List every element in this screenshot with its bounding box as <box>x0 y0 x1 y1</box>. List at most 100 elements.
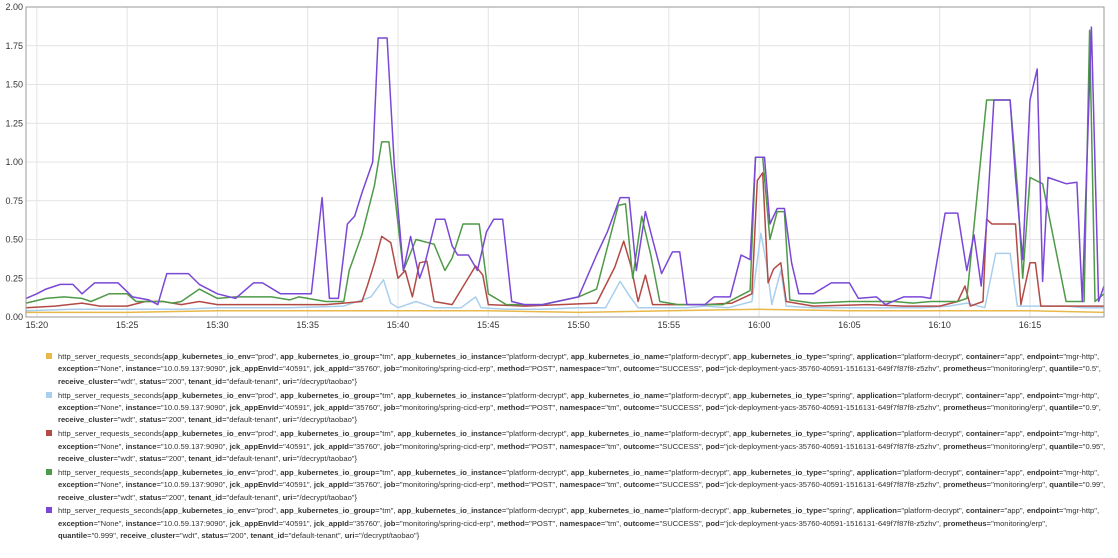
label-value: "None" <box>97 403 122 413</box>
quantile-value: "0.5" <box>1082 364 1099 374</box>
legend: http_server_requests_seconds{app_kuberne… <box>46 351 1106 544</box>
label-value: "/decrypt/taobao" <box>296 415 355 425</box>
label-value: "/decrypt/taobao" <box>296 454 355 464</box>
label-value: "prod" <box>255 506 276 516</box>
label-value: "mgr-http" <box>1063 352 1097 361</box>
label-value: "platform-decrypt" <box>901 352 962 361</box>
label-value: "platform-decrypt" <box>668 429 729 439</box>
label-value: "10.0.59.137:9090" <box>160 441 226 451</box>
label-value: "monitoring/erp" <box>991 441 1045 451</box>
y-tick-label: 1.50 <box>5 80 23 90</box>
label-value: "POST" <box>529 518 556 528</box>
label-value: "prod" <box>255 429 276 439</box>
quantile-value: "0.95" <box>1082 441 1103 451</box>
label-value: "prod" <box>255 390 276 400</box>
label-value: "tm" <box>379 506 394 516</box>
label-value: "10.0.59.137:9090" <box>160 403 226 413</box>
label-value: "40591" <box>283 403 310 413</box>
label-value: "tm" <box>379 467 394 477</box>
x-axis: 15:20 15:25 15:30 15:35 15:40 15:45 15:50 15:55… <box>26 320 1042 330</box>
label-value: "None" <box>97 518 122 528</box>
label-value: "app" <box>1004 429 1023 439</box>
x-tick-label: 15:40 <box>387 320 410 330</box>
legend-item[interactable]: http_server_requests_seconds{app_kuberne… <box>46 505 1106 542</box>
label-value: "mgr-http" <box>1063 506 1097 516</box>
legend-item[interactable]: http_server_requests_seconds{app_kuberne… <box>46 390 1106 427</box>
label-value: "/decrypt/taobao" <box>296 492 355 502</box>
label-value: "tm" <box>605 364 620 374</box>
label-value: "platform-decrypt" <box>506 506 567 516</box>
metric-name: http_server_requests_seconds <box>58 506 162 516</box>
label-value: "200" <box>166 454 185 464</box>
label-value: "40591" <box>283 441 310 451</box>
legend-item[interactable]: http_server_requests_seconds{app_kuberne… <box>46 351 1106 388</box>
label-value: "35760" <box>353 403 380 413</box>
label-value: "platform-decrypt" <box>506 352 567 361</box>
quantile-value: "0.999" <box>91 531 116 541</box>
label-value: "spring" <box>826 352 853 361</box>
label-value: "wdt" <box>117 492 135 502</box>
label-value: "10.0.59.137:9090" <box>160 518 226 528</box>
x-tick-label: 15:30 <box>206 320 229 330</box>
label-value: "monitoring/erp" <box>991 364 1045 374</box>
y-tick-label: 0.75 <box>5 196 23 206</box>
legend-item[interactable]: http_server_requests_seconds{app_kuberne… <box>46 428 1106 465</box>
label-value: "platform-decrypt" <box>506 390 567 400</box>
label-value: "platform-decrypt" <box>668 390 729 400</box>
x-tick-label: 16:10 <box>928 320 951 330</box>
label-value: "app" <box>1004 506 1023 516</box>
y-tick-label: 1.25 <box>5 118 23 128</box>
label-value: "spring" <box>826 506 853 516</box>
label-value: "prod" <box>255 467 276 477</box>
legend-swatch <box>46 507 52 514</box>
label-value: "35760" <box>353 518 380 528</box>
y-tick-label: 2.00 <box>5 2 23 12</box>
label-value: "mgr-http" <box>1063 390 1097 400</box>
label-value: "app" <box>1004 390 1023 400</box>
label-value: "monitoring/spring-cicd-erp" <box>399 480 494 490</box>
legend-swatch <box>46 430 52 437</box>
label-value: "tm" <box>379 352 394 361</box>
label-value: "None" <box>97 480 122 490</box>
y-axis: 0.00 0.25 0.50 0.75 1.00 1.25 1.50 1.75 2.00 <box>5 2 23 322</box>
label-value: "default-tenant" <box>226 415 279 425</box>
legend-label: http_server_requests_seconds{app_kuberne… <box>58 429 1106 464</box>
plot-frame <box>25 6 1105 318</box>
quantile-value: "0.9" <box>1082 403 1099 413</box>
label-value: "SUCCESS" <box>659 480 702 490</box>
label-value: "200" <box>166 492 185 502</box>
legend-label: http_server_requests_seconds{app_kuberne… <box>58 467 1106 502</box>
label-value: "spring" <box>826 429 853 439</box>
label-value: "wdt" <box>117 415 135 425</box>
metric-name: http_server_requests_seconds <box>58 467 162 477</box>
label-value: "35760" <box>353 441 380 451</box>
label-value: "wdt" <box>117 376 135 386</box>
label-value: "app" <box>1004 467 1023 477</box>
label-value: "wdt" <box>117 454 135 464</box>
y-tick-label: 0.50 <box>5 235 23 245</box>
legend-item[interactable]: http_server_requests_seconds{app_kuberne… <box>46 467 1106 504</box>
label-value: "200" <box>166 415 185 425</box>
label-value: "35760" <box>353 364 380 374</box>
label-value: "platform-decrypt" <box>668 506 729 516</box>
label-value: "200" <box>228 531 247 541</box>
latency-line-chart: 0.00 0.25 0.50 0.75 1.00 1.25 1.50 1.75 2.00 15:… <box>5 2 1105 330</box>
label-value: "platform-decrypt" <box>901 390 962 400</box>
label-value: "default-tenant" <box>226 454 279 464</box>
label-value: "POST" <box>529 403 556 413</box>
metric-name: http_server_requests_seconds <box>58 429 162 439</box>
legend-label: http_server_requests_seconds{app_kuberne… <box>58 352 1101 386</box>
label-value: "monitoring/spring-cicd-erp" <box>399 364 494 374</box>
x-tick-label: 15:55 <box>658 320 681 330</box>
metric-name: http_server_requests_seconds <box>58 352 162 361</box>
label-value: "POST" <box>529 364 556 374</box>
legend-swatch <box>46 391 52 398</box>
series-line-0 <box>26 308 1105 314</box>
label-value: "tm" <box>379 429 394 439</box>
label-value: "monitoring/erp" <box>991 518 1045 528</box>
legend-swatch <box>46 353 52 359</box>
label-value: "platform-decrypt" <box>901 467 962 477</box>
x-tick-label: 16:15 <box>1019 320 1042 330</box>
label-value: "jck-deployment-yacs-35760-40591-1516131… <box>724 364 939 374</box>
label-value: "jck-deployment-yacs-35760-40591-1516131… <box>724 441 939 451</box>
